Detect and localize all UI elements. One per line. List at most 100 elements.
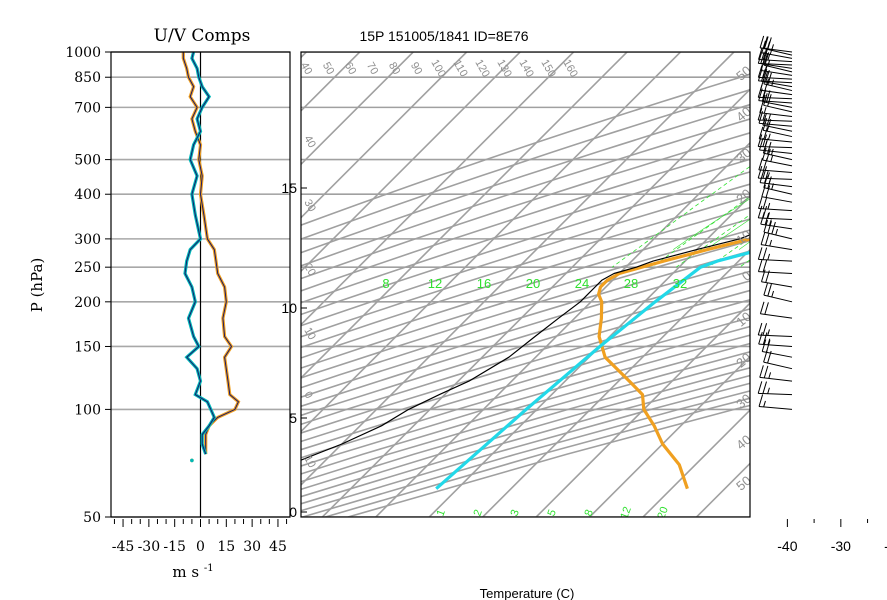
wind-barb-flag [766,119,772,132]
wind-barb-shaft [759,376,793,382]
wind-barb-flag [766,113,772,127]
wind-barb-flag [764,78,769,91]
theta-label: 150 [538,58,558,80]
theta-label: 40 [298,60,315,77]
wind-barb-shaft [760,313,793,319]
wind-barb-flag [757,247,763,260]
dry-adiabat [301,103,750,254]
isotherm [857,52,887,517]
mixing-ratio-bottom-label: 1 [434,508,447,518]
dry-adiabat [301,334,750,467]
uv-y-tick-label: 300 [74,232,101,248]
skewt-profiles [301,234,750,490]
mixing-ratio-label: 20 [526,276,540,291]
moist-adiabat-line [838,52,887,250]
wind-barb-shaft [761,281,793,288]
wind-barb-flag [763,36,768,49]
moist-adiabat-label: 50 [733,473,754,494]
wind-barb-flag [760,58,766,71]
isotherm [589,355,750,517]
moist-adiabat-label: 20 [733,350,754,371]
moist-adiabat-line [871,52,887,250]
wind-barb [763,282,793,303]
wind-barb-flag [762,118,768,131]
theta-label: 60 [342,60,359,77]
wind-barb-flag [759,137,764,151]
theta-label: 100 [428,58,448,80]
isotherm [301,52,575,326]
wind-barb-flag [763,400,766,408]
skewt-title: 15P 151005/1841 ID=8E76 [359,28,528,44]
theta-label: 110 [451,58,470,79]
height-y-tick-label: 15 [281,180,297,196]
wind-barb-flag [762,332,768,345]
moist-adiabat-label: 20 [733,186,754,207]
wind-barb-flag [767,253,771,261]
wind-barb-flag [763,52,769,66]
wind-barb-shaft [758,258,793,262]
mixing-ratio-label: 12 [428,276,442,291]
dry-adiabat-label: 20 [301,262,318,279]
theta-label: 70 [364,60,381,77]
wind-barb-flag [771,290,775,298]
wind-barb-flag [767,350,772,364]
wind-barb-flag [757,322,763,336]
isotherm [301,52,414,166]
mixing-ratio-line [839,44,887,267]
isotherm [482,248,750,517]
wind-barb-flag [760,51,765,64]
wind-barb-flag [770,155,774,162]
uv-y-tick-label: 150 [74,339,101,355]
wind-barb-flag [764,302,769,315]
wind-barb-flag [763,127,768,140]
wind-barb-flag [761,89,767,102]
dry-adiabat-label: 10 [301,454,318,471]
wind-barb-flag [757,134,763,147]
dry-adiabat [301,289,750,426]
wind-barb [760,232,793,251]
wind-barb-flag [765,69,770,83]
uv-x-tick-label: -30 [138,539,161,555]
skewt-background-grid [301,52,887,517]
wind-barb-shaft [758,177,793,180]
wind-barb-flag [762,47,768,60]
wind-barb-flag [758,157,763,171]
wind-barb-flag [760,69,766,82]
wind-barb-flag [767,133,771,140]
wind-barb [763,71,793,92]
wind-barb-flag [762,114,766,121]
wind-barb-flag [762,166,768,179]
temperature-x-tick-label: -30 [831,538,851,554]
mixing-ratio-line [611,166,750,268]
wind-barb-flag [767,176,772,189]
isotherm [301,52,361,112]
wind-barb-flag [765,90,771,103]
dry-adiabat [301,158,750,304]
wind-barb-flag [764,36,769,49]
dry-adiabat [301,229,750,369]
wind-barb [762,118,793,138]
wind-barb-shaft [763,104,793,113]
wind-barb-shaft [758,122,793,127]
wind-barb [758,88,793,104]
uv-x-axis-exponent: -1 [204,563,214,574]
dry-adiabat [301,250,750,389]
uv-v-top-marker [190,458,194,463]
isotherm [642,408,750,517]
wind-barb-flag [760,212,765,225]
dry-adiabat [301,206,750,349]
wind-barb-flag [767,59,771,67]
isotherm [301,52,735,487]
wind-barb-shaft [760,63,793,69]
wind-barb-flag [767,53,771,61]
wind-barb-flag [762,196,768,209]
wind-barb-flag [758,47,763,60]
wind-barb-flag [757,51,763,64]
wind-barb-shaft [758,100,793,104]
wind-barb-flag [758,394,764,407]
wind-barb-flag [763,71,768,85]
wind-barb-flag [762,158,768,171]
wind-barb-shaft [759,112,793,117]
uv-y-ticks: 50 100 150 200 250 300 400 500 700 850 1000 [65,45,111,526]
moist-adiabat-label: 30 [733,391,754,412]
